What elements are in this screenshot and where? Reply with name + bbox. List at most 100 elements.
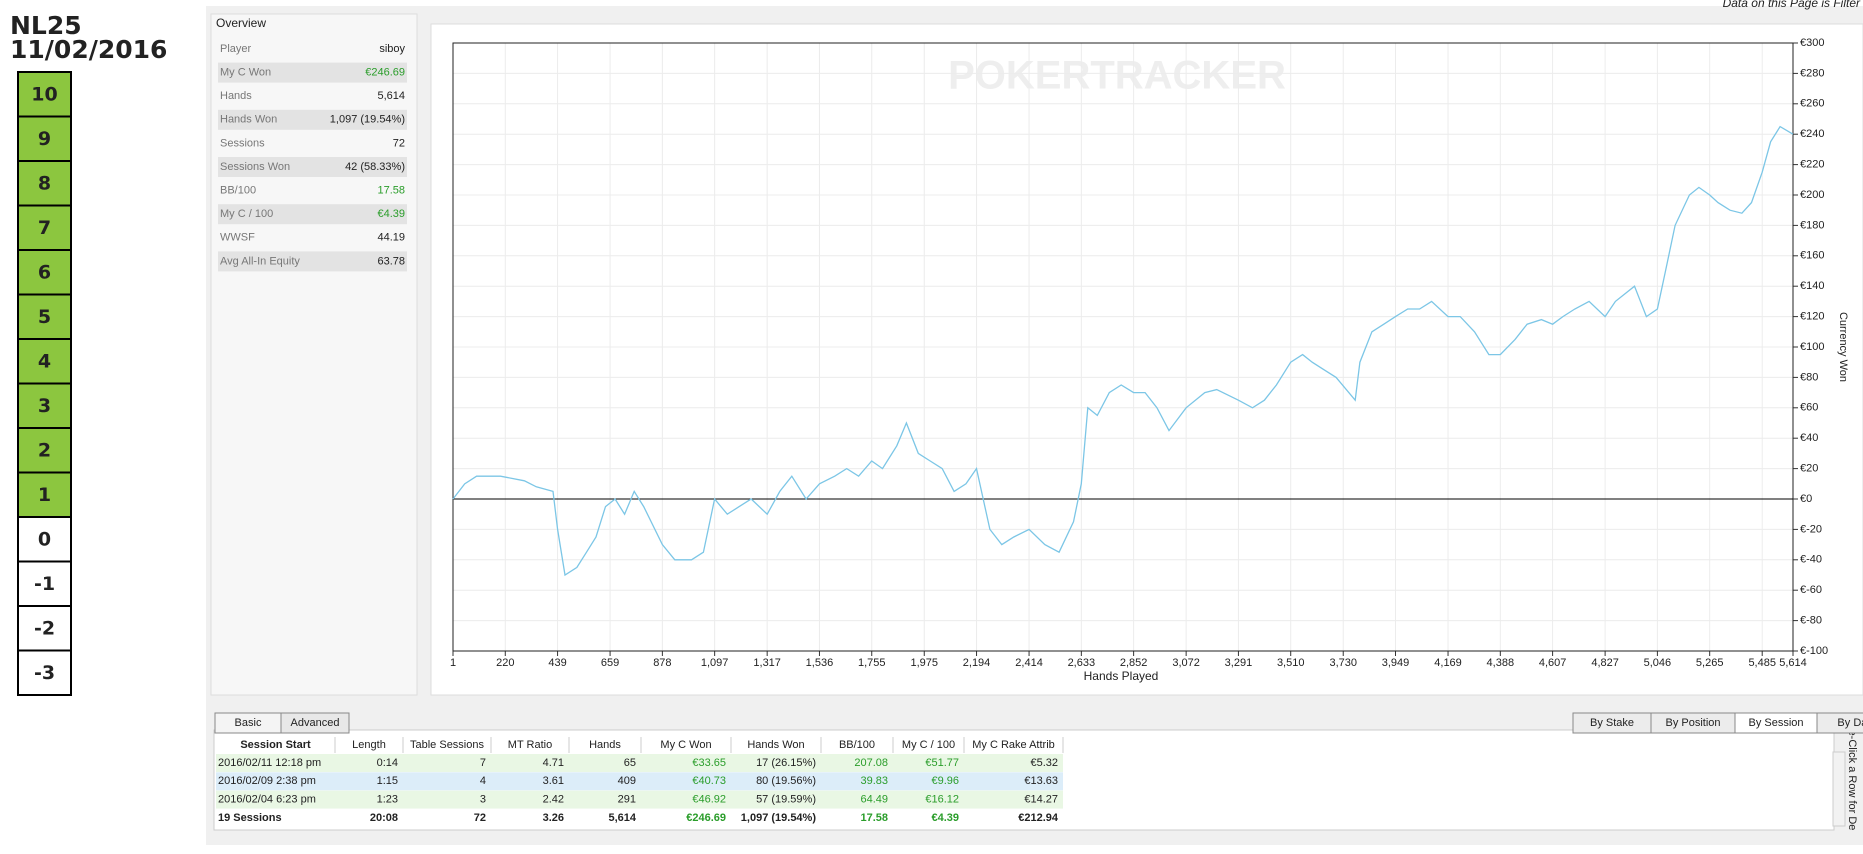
overview-stripe <box>218 157 407 177</box>
tab-button[interactable] <box>1816 712 1863 734</box>
table-cell: €33.65 <box>692 757 726 769</box>
table-row[interactable] <box>216 772 1063 791</box>
filter-note: Data on this Page is Filter <box>1723 0 1861 10</box>
hint: e-Click a Row for De <box>1846 730 1858 831</box>
column-header[interactable]: BB/100 <box>839 739 875 751</box>
x-tick-label: 1,097 <box>701 657 729 669</box>
data-line <box>452 125 1794 577</box>
overview-value: siboy <box>379 43 405 55</box>
table-cell: €4.39 <box>931 812 959 824</box>
overview-value: €4.39 <box>377 208 405 220</box>
table-cell: €46.92 <box>692 794 726 806</box>
x-tick-label: 1,975 <box>910 657 938 669</box>
table-cell: 17.58 <box>860 812 888 824</box>
table-cell: €5.32 <box>1030 757 1058 769</box>
overview-value: 44.19 <box>377 232 405 244</box>
tab-label[interactable]: By Position <box>1665 717 1720 729</box>
x-tick-label: 2,852 <box>1120 657 1148 669</box>
x-tick-label: 1,317 <box>753 657 781 669</box>
date: 11/02/2016 <box>10 35 167 64</box>
table-cell: €51.77 <box>925 757 959 769</box>
column-header[interactable]: My C Rake Attrib <box>972 739 1055 751</box>
table-cell: 3.61 <box>543 775 564 787</box>
table-cell: 207.08 <box>854 757 888 769</box>
overview-stripe <box>218 251 407 272</box>
table-row[interactable] <box>216 808 1063 827</box>
x-tick-label: 2,194 <box>963 657 991 669</box>
level-box <box>17 71 72 118</box>
table-cell: 5,614 <box>608 812 636 824</box>
overview-label: My C / 100 <box>220 208 273 220</box>
x-tick-label: 5,265 <box>1696 657 1724 669</box>
scrollbar <box>1832 751 1846 827</box>
table-row[interactable] <box>216 790 1063 809</box>
y-tick-label: €20 <box>1800 463 1818 475</box>
table-row[interactable] <box>216 754 1063 772</box>
x-tick-label: 4,169 <box>1434 657 1462 669</box>
tab-label[interactable]: By Session <box>1748 717 1803 729</box>
table-cell: 65 <box>624 757 636 769</box>
overview-label: Hands Won <box>220 114 277 126</box>
table-cell: €246.69 <box>686 812 726 824</box>
stake-title: NL25 <box>10 11 82 40</box>
x-tick-label: 1 <box>450 657 456 669</box>
plot-frame <box>452 42 1794 652</box>
chart-panel <box>430 23 1863 696</box>
x-tick-label: 439 <box>548 657 566 669</box>
level-box <box>17 382 72 429</box>
x-tick-label: 4,827 <box>1591 657 1619 669</box>
table-cell: 4.71 <box>543 757 564 769</box>
tab-button[interactable] <box>280 712 350 734</box>
overview-label: Avg All-In Equity <box>220 255 300 267</box>
level-label: 8 <box>38 173 51 195</box>
overview-value: €246.69 <box>365 67 405 79</box>
column-header[interactable]: Session Start <box>240 739 311 751</box>
overview-label: WWSF <box>220 232 255 244</box>
level-label: 0 <box>38 529 51 551</box>
level-box <box>17 649 72 696</box>
table-cell: 19 Sessions <box>218 812 282 824</box>
table-cell: 7 <box>480 757 486 769</box>
overview-stripe <box>218 62 407 83</box>
column-header[interactable]: MT Ratio <box>508 739 552 751</box>
column-header[interactable]: Length <box>352 739 386 751</box>
y-tick-label: €100 <box>1800 341 1824 353</box>
column-header[interactable]: Hands Won <box>747 739 804 751</box>
x-tick-label: 4,607 <box>1539 657 1567 669</box>
tab-label[interactable]: Advanced <box>291 717 340 729</box>
x-tick-label: 3,291 <box>1225 657 1253 669</box>
overview-value: 42 (58.33%) <box>345 161 405 173</box>
level-box <box>17 249 72 296</box>
table-cell: 80 (19.56%) <box>756 775 816 787</box>
y-tick-label: €280 <box>1800 67 1824 79</box>
x-tick-label: 1,536 <box>806 657 834 669</box>
overview-value: 1,097 (19.54%) <box>330 114 405 126</box>
tab-label[interactable]: By Date <box>1837 717 1863 729</box>
column-header[interactable]: Table Sessions <box>410 739 484 751</box>
y-tick-label: €-80 <box>1800 615 1822 627</box>
watermark: POKERTRACKER <box>948 54 1286 98</box>
overview-value: 5,614 <box>377 90 405 102</box>
table-cell: 2016/02/11 12:18 pm <box>218 757 321 769</box>
y-tick-label: €260 <box>1800 98 1824 110</box>
table-cell: €212.94 <box>1018 812 1059 824</box>
table-cell: 17 (26.15%) <box>756 757 816 769</box>
column-header[interactable]: Hands <box>589 739 621 751</box>
tab-label[interactable]: By Stake <box>1590 717 1634 729</box>
table-cell: 2016/02/09 2:38 pm <box>218 775 316 787</box>
level-box <box>17 471 72 518</box>
x-tick-label: 5,614 <box>1779 657 1807 669</box>
x-tick-label: 878 <box>653 657 671 669</box>
table-cell: €40.73 <box>692 775 726 787</box>
x-tick-label: 1,755 <box>858 657 886 669</box>
column-header[interactable]: My C Won <box>660 739 711 751</box>
level-label: -2 <box>34 618 55 640</box>
level-label: 7 <box>38 217 51 239</box>
level-label: 2 <box>38 440 51 462</box>
tab-label[interactable]: Basic <box>235 717 262 729</box>
overview-stripe <box>218 109 407 130</box>
column-header[interactable]: My C / 100 <box>902 739 955 751</box>
y-tick-label: €160 <box>1800 250 1824 262</box>
y-tick-label: €-20 <box>1800 523 1822 535</box>
